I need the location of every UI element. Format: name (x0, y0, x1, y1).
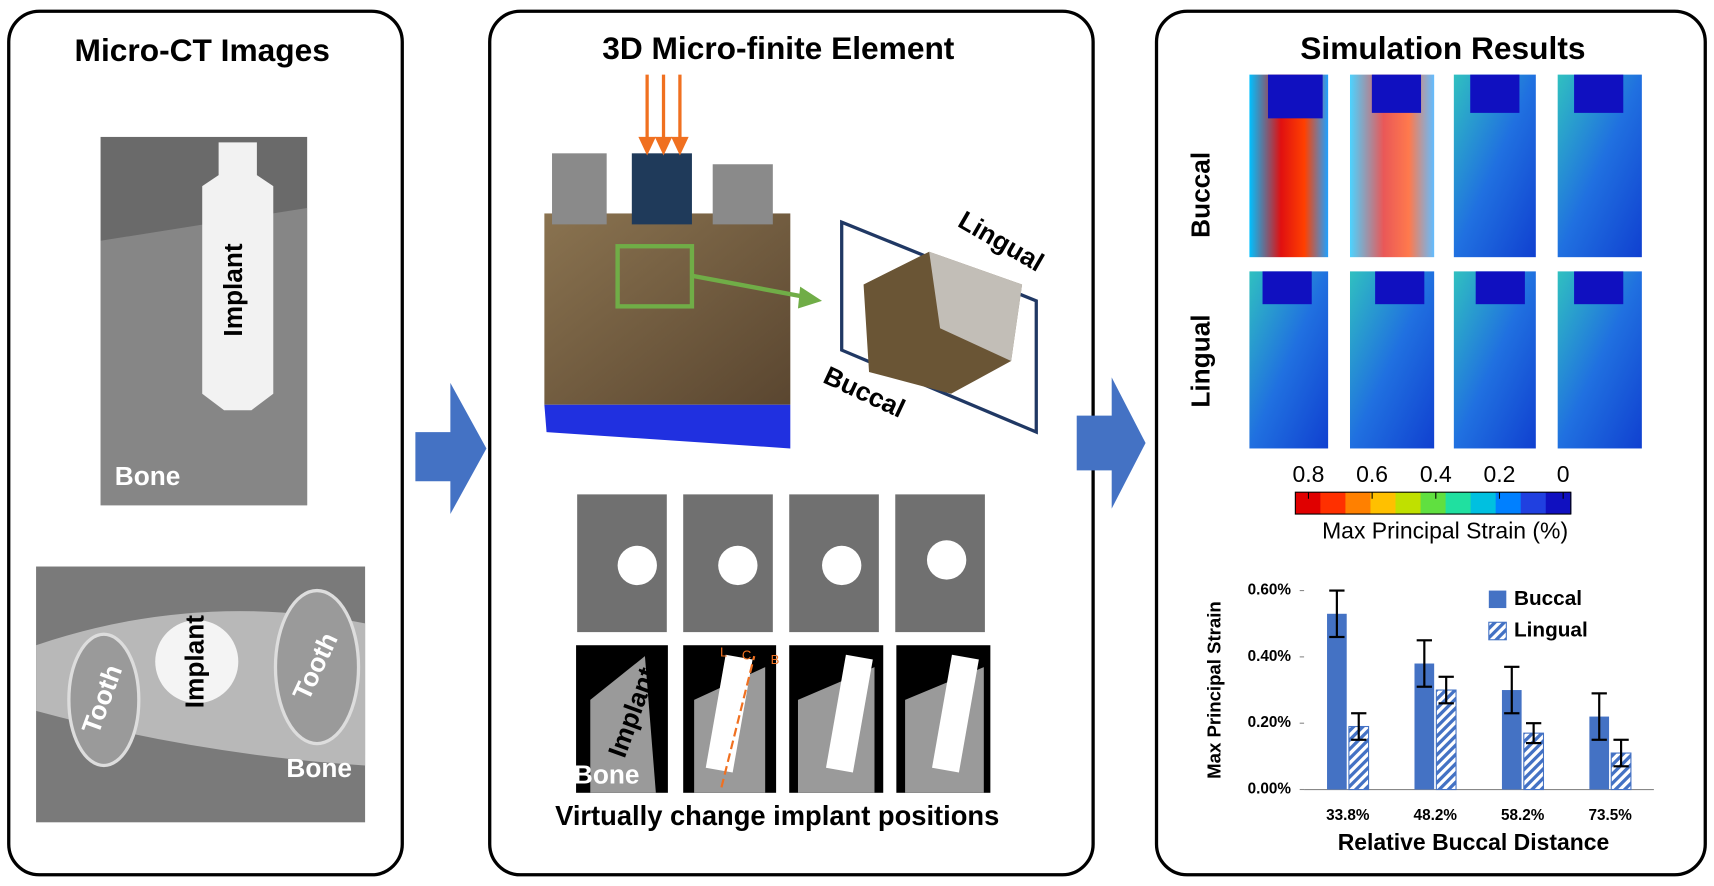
label: Implant (218, 243, 248, 336)
legend-swatch (1488, 621, 1507, 641)
colorbar-segment (1520, 492, 1547, 515)
tooth-shape (67, 632, 141, 768)
bone-block (544, 213, 791, 405)
implant-block (631, 153, 692, 225)
bar (1435, 689, 1457, 791)
legend-label: Lingual (1514, 618, 1588, 641)
panel (7, 9, 404, 877)
x-tick-label: 48.2% (1414, 807, 1458, 824)
panel-title: 3D Micro-finite Element (602, 30, 955, 66)
y-tick-label: 0.60% (1248, 582, 1292, 599)
colorbar-segment (1395, 492, 1422, 515)
position-renders (577, 494, 985, 633)
colorbar-tick-label: 0 (1557, 461, 1570, 487)
y-axis-title: Max Principal Strain (1203, 601, 1224, 779)
bar-chart: 0.00% 0.20% 0.40% 0.60% Max Principal Strain… (1203, 582, 1654, 855)
bar (1501, 690, 1522, 790)
colorbar-segment (1420, 492, 1447, 515)
colorbar: 0.8 0.6 0.4 0.2 0 (1293, 461, 1572, 515)
strain-maps (1249, 74, 1642, 449)
colorbar-frame (1294, 491, 1572, 515)
bone-section (929, 251, 1023, 362)
y-tick-label: 0.20% (1248, 714, 1292, 731)
label: Bone (574, 759, 640, 789)
colorbar-segment (1445, 492, 1472, 515)
y-tick-label: 0.40% (1248, 648, 1292, 665)
label: Bone (115, 461, 181, 491)
label: L (720, 644, 727, 659)
x-tick-label: 58.2% (1501, 807, 1545, 824)
bar (1589, 716, 1610, 790)
implant-shape (202, 142, 274, 411)
panel-title: Micro-CT Images (75, 32, 330, 68)
tooth-shape (273, 588, 361, 746)
position-sections (576, 645, 991, 793)
colorbar-segment (1495, 492, 1522, 515)
colorbar-tick-label: 0.8 (1293, 461, 1325, 487)
load-arrowheads (638, 136, 689, 156)
colorbar-segment (1320, 492, 1346, 515)
legend-label: Buccal (1514, 587, 1582, 610)
label: Implant (180, 615, 210, 708)
tooth-block (552, 153, 607, 225)
colorbar-tick-label: 0.4 (1420, 461, 1452, 487)
label: C (742, 648, 751, 663)
colorbar-tick-label: 0.2 (1484, 461, 1516, 487)
colorbar-segment (1545, 492, 1572, 515)
roi-arrow (691, 273, 810, 300)
colorbar-segment (1470, 492, 1497, 515)
x-tick-label: 33.8% (1326, 807, 1370, 824)
y-tick-label: 0.00% (1248, 781, 1292, 798)
label: B (771, 652, 780, 667)
flow-arrow (1076, 377, 1146, 509)
legend-swatch (1488, 590, 1507, 609)
colorbar-segment (1295, 492, 1321, 515)
colorbar-segment (1345, 492, 1372, 515)
colorbar-tick-label: 0.6 (1356, 461, 1388, 487)
bar (1327, 613, 1347, 790)
x-axis-title: Relative Buccal Distance (1338, 829, 1610, 855)
load-arrows (645, 74, 682, 143)
panel (1154, 9, 1707, 877)
base-layer (544, 404, 791, 449)
caption: Virtually change implant positions (555, 800, 999, 831)
colorbar-label: Max Principal Strain (%) (1322, 518, 1568, 544)
implant-shape (155, 620, 239, 704)
row-label: Lingual (1185, 314, 1215, 407)
flow-arrow (415, 382, 487, 515)
colorbar-segment (1370, 492, 1397, 515)
roi-arrowhead (797, 286, 823, 309)
x-tick-label: 73.5% (1588, 807, 1632, 824)
tooth-block (712, 164, 773, 225)
panel-title: Simulation Results (1300, 30, 1585, 66)
row-label: Buccal (1185, 152, 1215, 238)
bar (1414, 663, 1435, 790)
label: Bone (286, 753, 352, 783)
